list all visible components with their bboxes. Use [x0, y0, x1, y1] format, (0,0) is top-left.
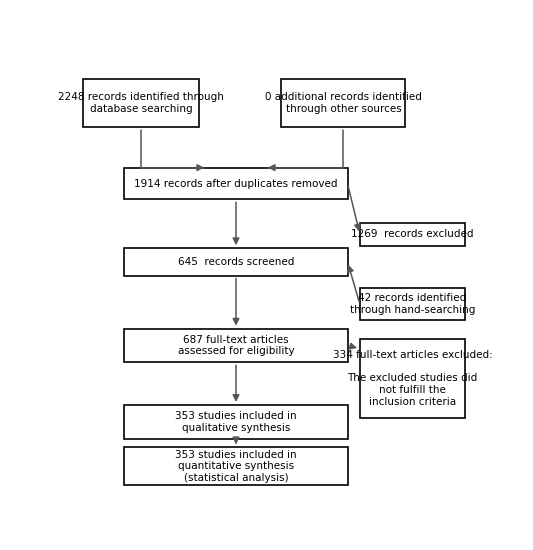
Text: 687 full-text articles
assessed for eligibility: 687 full-text articles assessed for elig… — [177, 335, 294, 356]
FancyBboxPatch shape — [125, 328, 348, 362]
Text: 0 additional records identified
through other sources: 0 additional records identified through … — [265, 92, 422, 114]
FancyBboxPatch shape — [125, 405, 348, 439]
Text: 334 full-text articles excluded:

The excluded studies did
not fulfill the
inclu: 334 full-text articles excluded: The exc… — [333, 350, 492, 406]
FancyBboxPatch shape — [360, 288, 465, 320]
Text: 353 studies included in
quantitative synthesis
(statistical analysis): 353 studies included in quantitative syn… — [175, 449, 297, 483]
Text: 645  records screened: 645 records screened — [178, 257, 294, 267]
FancyBboxPatch shape — [360, 339, 465, 417]
FancyBboxPatch shape — [360, 223, 465, 246]
FancyBboxPatch shape — [125, 447, 348, 485]
Text: 1914 records after duplicates removed: 1914 records after duplicates removed — [134, 179, 338, 189]
Text: 353 studies included in
qualitative synthesis: 353 studies included in qualitative synt… — [175, 411, 297, 432]
Text: 2248 records identified through
database searching: 2248 records identified through database… — [58, 92, 224, 114]
FancyBboxPatch shape — [281, 79, 405, 128]
FancyBboxPatch shape — [125, 248, 348, 276]
FancyBboxPatch shape — [83, 79, 199, 128]
Text: 1269  records excluded: 1269 records excluded — [351, 229, 474, 239]
Text: 42 records identified
through hand-searching: 42 records identified through hand-searc… — [350, 293, 475, 315]
FancyBboxPatch shape — [125, 168, 348, 200]
